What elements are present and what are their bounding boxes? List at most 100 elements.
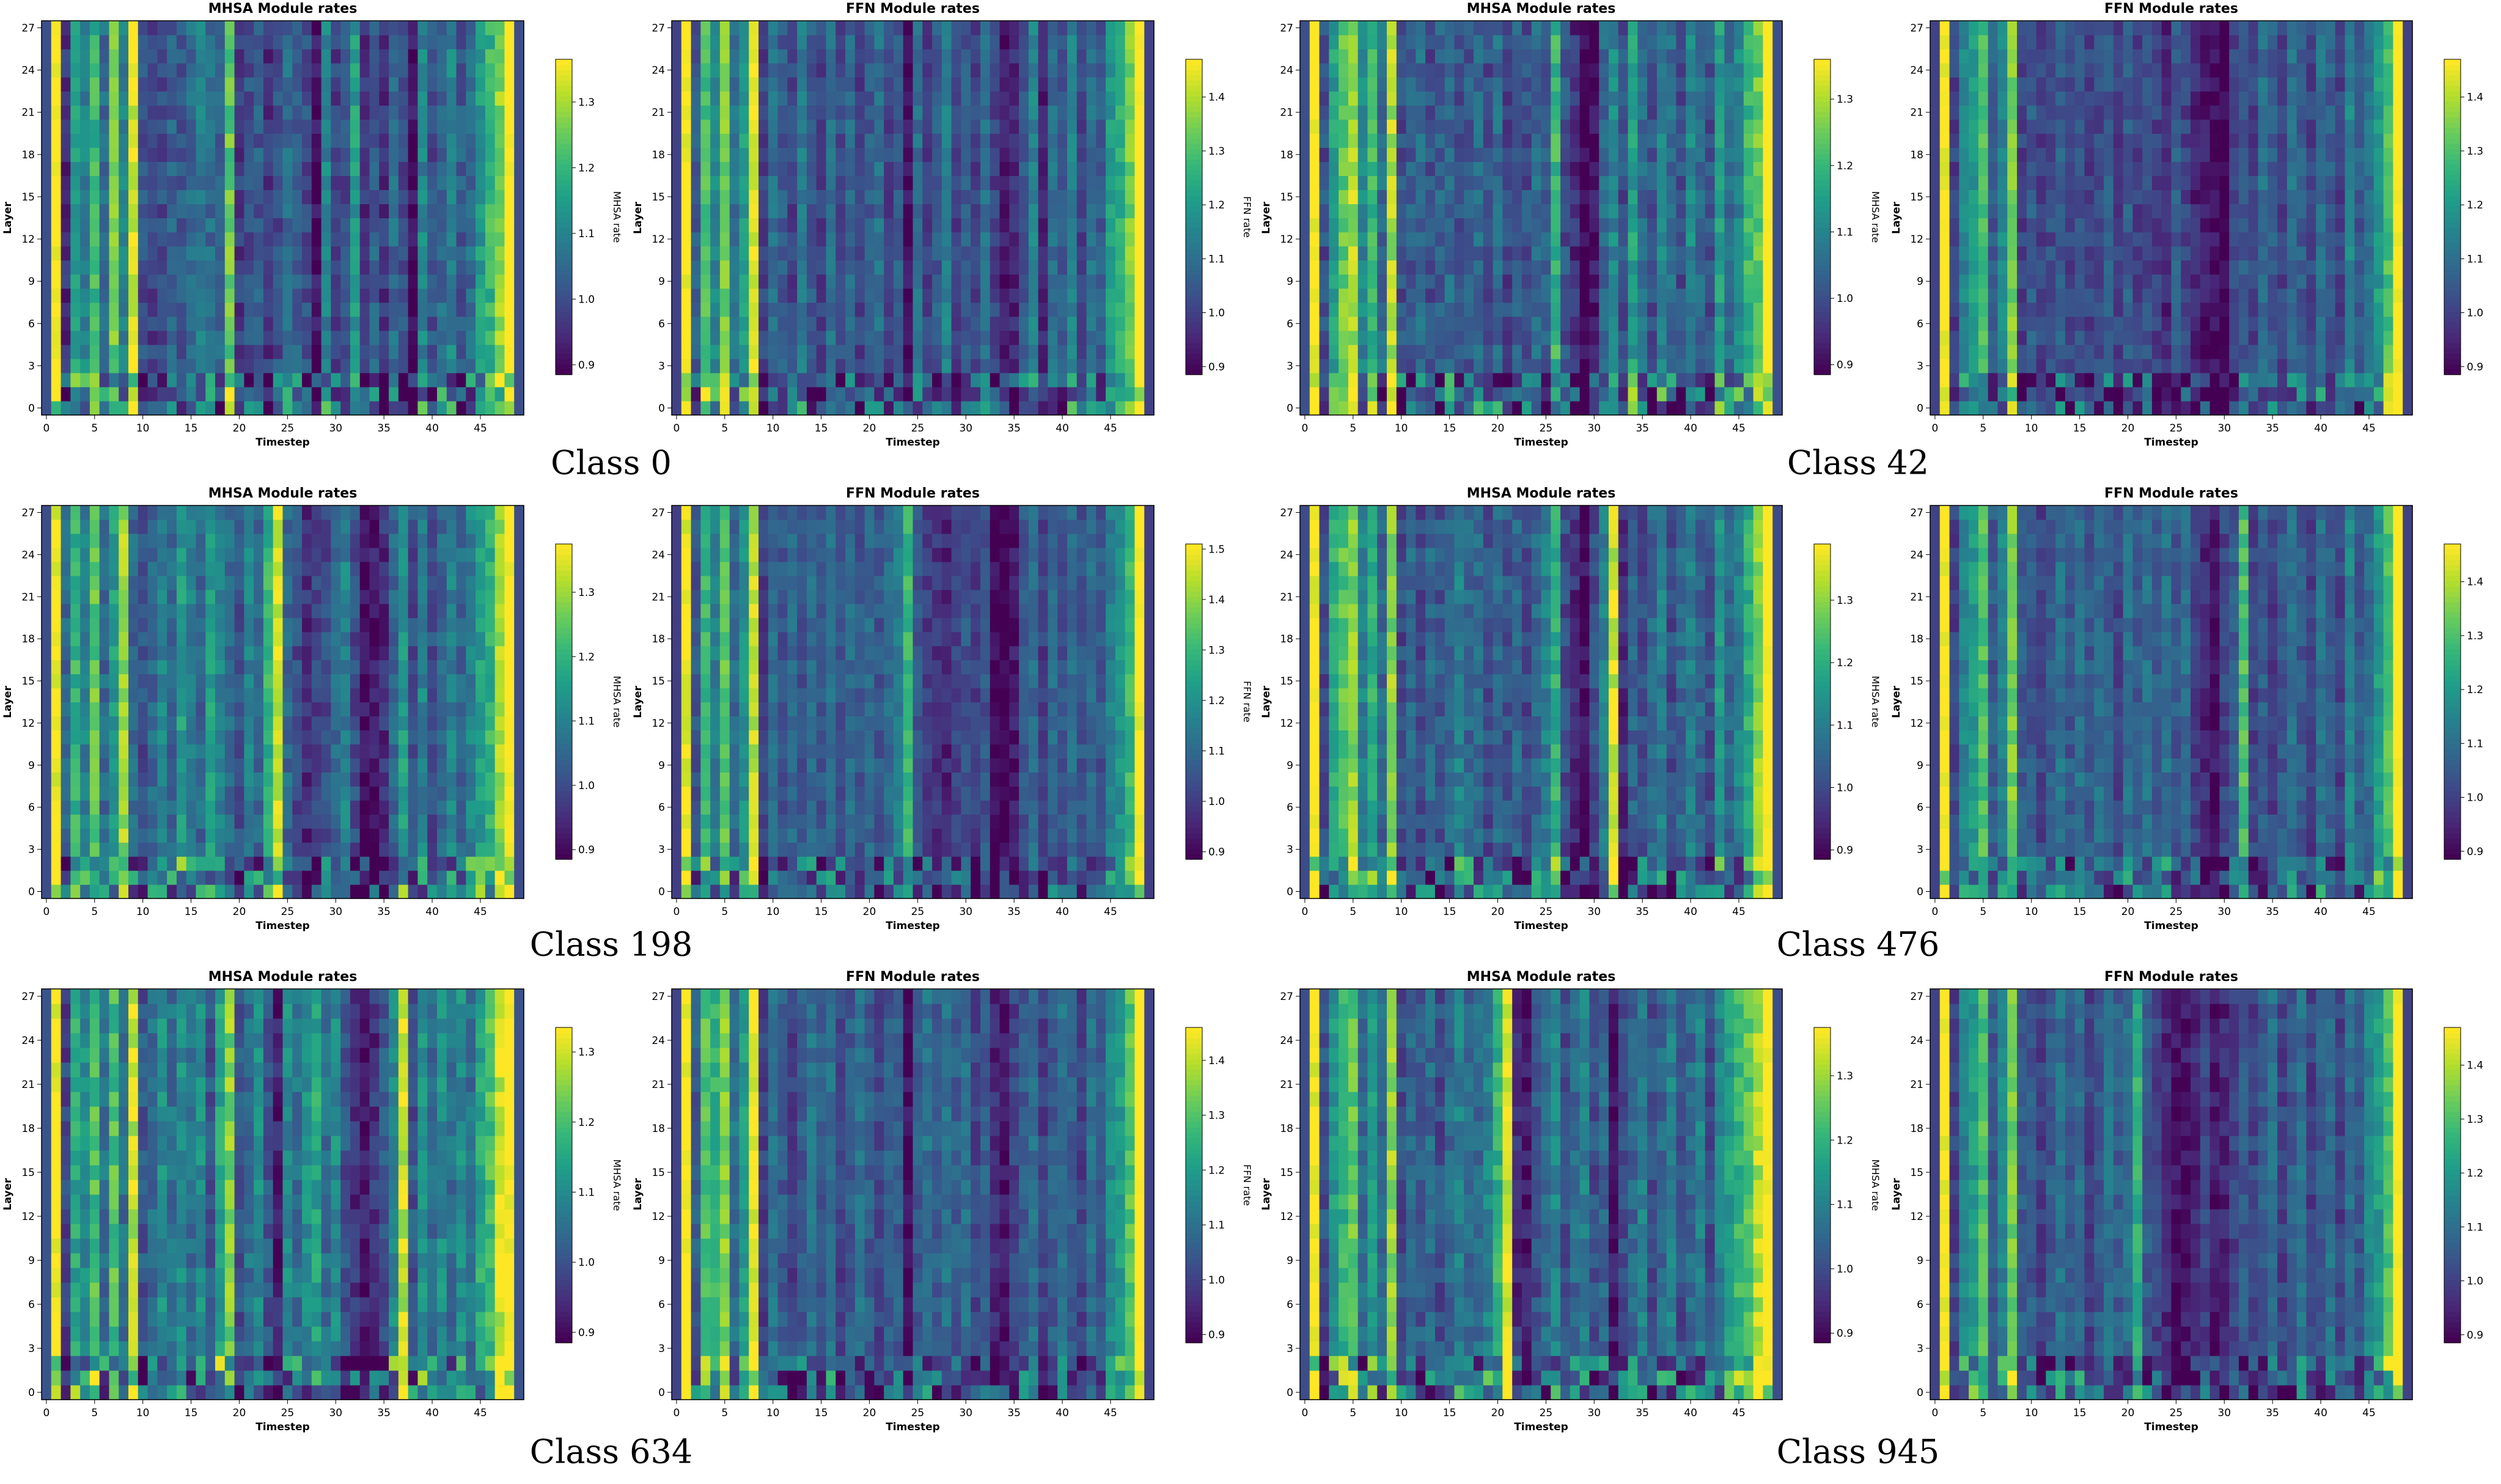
- heatmap-cell: [282, 204, 293, 219]
- heatmap-cell: [446, 218, 457, 233]
- heatmap-cell: [196, 316, 206, 331]
- heatmap-cell: [1028, 288, 1039, 303]
- heatmap-cell: [1483, 400, 1494, 416]
- heatmap-cell: [1406, 330, 1416, 345]
- heatmap-cell: [1387, 302, 1397, 317]
- heatmap-cell: [1406, 260, 1416, 275]
- heatmap-cell: [398, 386, 409, 402]
- colorbar-segment: [1814, 270, 1831, 276]
- heatmap-cell: [1416, 21, 1426, 35]
- heatmap-cell: [109, 175, 119, 191]
- panel-title: FFN Module rates: [846, 1, 980, 17]
- heatmap-cell: [1048, 330, 1058, 345]
- heatmap-cell: [196, 330, 206, 345]
- heatmap-cell: [990, 302, 1001, 317]
- heatmap-cell: [1067, 105, 1078, 120]
- heatmap-cell: [205, 63, 216, 78]
- heatmap-cell: [2084, 358, 2095, 373]
- heatmap-cell: [1474, 63, 1484, 78]
- heatmap-cell: [1541, 246, 1551, 261]
- heatmap-cell: [80, 316, 90, 331]
- heatmap-cell: [514, 77, 524, 92]
- heatmap-cell: [1599, 386, 1609, 402]
- heatmap-cell: [369, 386, 380, 402]
- heatmap-cell: [1086, 119, 1096, 134]
- heatmap-cell: [1377, 330, 1387, 345]
- heatmap-cell: [2113, 288, 2124, 303]
- heatmap-cell: [1695, 91, 1706, 106]
- heatmap-cell: [224, 358, 235, 373]
- heatmap-cell: [157, 77, 167, 92]
- heatmap-cell: [99, 49, 110, 64]
- heatmap-cell: [2094, 344, 2104, 359]
- heatmap-cell: [884, 21, 894, 35]
- heatmap-cell: [1589, 175, 1599, 191]
- heatmap-cell: [681, 274, 692, 289]
- heatmap-cell: [1502, 189, 1513, 205]
- heatmap-cell: [1676, 400, 1686, 416]
- heatmap-cell: [514, 386, 524, 402]
- heatmap-cell: [971, 274, 981, 289]
- heatmap-cell: [282, 35, 293, 50]
- heatmap-cell: [1579, 386, 1590, 402]
- colorbar-segment: [556, 206, 572, 212]
- heatmap-cell: [398, 63, 409, 78]
- heatmap-cell: [408, 119, 419, 134]
- heatmap-cell: [1521, 77, 1532, 92]
- heatmap-cell: [1377, 189, 1387, 205]
- heatmap-cell: [854, 133, 865, 148]
- heatmap-cell: [990, 35, 1001, 50]
- heatmap-cell: [1086, 288, 1096, 303]
- heatmap-cell: [749, 63, 759, 78]
- heatmap-cell: [1406, 77, 1416, 92]
- heatmap-cell: [321, 274, 331, 289]
- y-tick-label: 12: [652, 233, 665, 246]
- heatmap-cell: [379, 77, 389, 92]
- heatmap-cell: [176, 400, 187, 416]
- heatmap-cell: [1300, 189, 1310, 205]
- heatmap-cell: [1057, 218, 1068, 233]
- heatmap-cell: [1734, 175, 1744, 191]
- heatmap-cell: [1009, 218, 1019, 233]
- heatmap-cell: [494, 91, 505, 106]
- heatmap-cell: [2074, 344, 2085, 359]
- heatmap-cell: [2383, 386, 2394, 402]
- heatmap-cell: [389, 21, 399, 35]
- heatmap-cell: [1753, 358, 1764, 373]
- heatmap-cell: [797, 133, 807, 148]
- y-tick-label: 18: [21, 149, 35, 161]
- heatmap-cell: [1339, 105, 1349, 120]
- heatmap-cell: [1134, 358, 1145, 373]
- heatmap-cell: [167, 400, 177, 416]
- heatmap-cell: [1714, 274, 1725, 289]
- heatmap-cell: [476, 372, 486, 388]
- heatmap-cell: [254, 204, 264, 219]
- heatmap-cell: [816, 175, 827, 191]
- heatmap-cell: [1038, 119, 1049, 134]
- heatmap-cell: [417, 288, 428, 303]
- heatmap-cell: [941, 218, 952, 233]
- heatmap-cell: [485, 316, 496, 331]
- heatmap-cell: [971, 63, 981, 78]
- heatmap-cell: [436, 147, 447, 162]
- heatmap-cell: [504, 316, 515, 331]
- heatmap-cell: [854, 218, 865, 233]
- heatmap-cell: [874, 316, 884, 331]
- heatmap-cell: [941, 91, 952, 106]
- heatmap-cell: [845, 232, 856, 247]
- heatmap-cell: [768, 400, 779, 416]
- heatmap-cell: [514, 189, 524, 205]
- heatmap-cell: [1009, 49, 1019, 64]
- heatmap-cell: [941, 316, 952, 331]
- heatmap-cell: [2142, 386, 2153, 402]
- heatmap-cell: [1348, 133, 1359, 148]
- heatmap-cell: [1705, 49, 1716, 64]
- heatmap-cell: [980, 372, 991, 388]
- heatmap-cell: [176, 189, 187, 205]
- heatmap-cell: [398, 175, 409, 191]
- heatmap-cell: [398, 21, 409, 35]
- heatmap-cell: [1367, 232, 1378, 247]
- heatmap-cell: [147, 274, 158, 289]
- heatmap-cell: [951, 21, 961, 35]
- heatmap-cell: [932, 119, 942, 134]
